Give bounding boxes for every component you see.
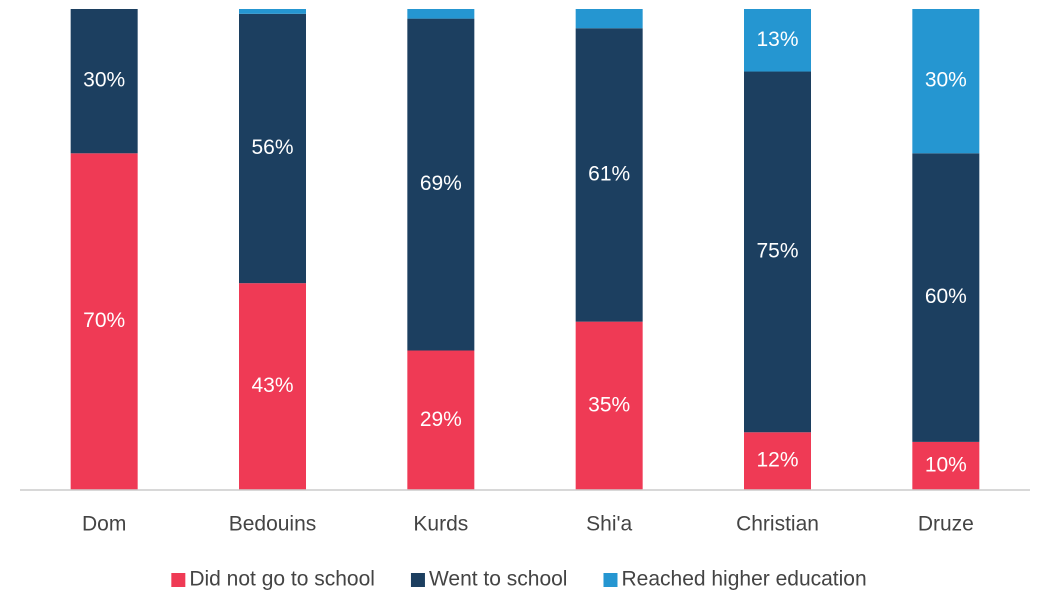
bar-segment (407, 350, 475, 490)
data-label: 69% (420, 172, 462, 195)
bar-segment (912, 9, 980, 154)
data-label: 35% (588, 393, 630, 416)
bar-segment (407, 18, 475, 351)
bar-segment (912, 441, 980, 490)
legend-label: Did not go to school (189, 568, 375, 591)
data-label: 43% (251, 374, 293, 397)
bar-segment (407, 9, 475, 19)
data-label: 61% (588, 162, 630, 185)
data-label: 30% (925, 69, 967, 92)
data-label: 56% (251, 136, 293, 159)
data-label: 60% (925, 285, 967, 308)
bar-segment (912, 153, 980, 442)
data-label: 75% (756, 239, 798, 262)
x-tick-label: Kurds (413, 513, 468, 536)
bar-segment (70, 9, 138, 154)
data-label: 12% (756, 449, 798, 472)
data-label: 10% (925, 453, 967, 476)
data-label: 13% (756, 28, 798, 51)
bar-segment (239, 283, 306, 490)
bar-segment (239, 13, 306, 284)
x-tick-label: Shi'a (586, 513, 632, 536)
bar-segment (575, 9, 643, 29)
x-tick-label: Druze (918, 513, 974, 536)
bar-segment (575, 28, 643, 322)
bar-segment (744, 9, 811, 72)
legend-label: Reached higher education (621, 568, 866, 591)
bar-segment (575, 321, 643, 490)
x-tick-label: Christian (736, 513, 819, 536)
bar-segment (744, 432, 811, 490)
data-label: 30% (83, 69, 125, 92)
legend-swatch (410, 573, 425, 587)
bar-segment (239, 9, 306, 14)
data-label: 29% (420, 408, 462, 431)
legend-swatch (171, 573, 186, 587)
legend-label: Went to school (429, 568, 568, 591)
x-tick-label: Dom (82, 513, 126, 536)
bar-segment (70, 153, 138, 491)
x-tick-label: Bedouins (229, 513, 317, 536)
data-label: 70% (83, 309, 125, 332)
bar-segment (744, 71, 811, 433)
legend-swatch (603, 573, 618, 587)
